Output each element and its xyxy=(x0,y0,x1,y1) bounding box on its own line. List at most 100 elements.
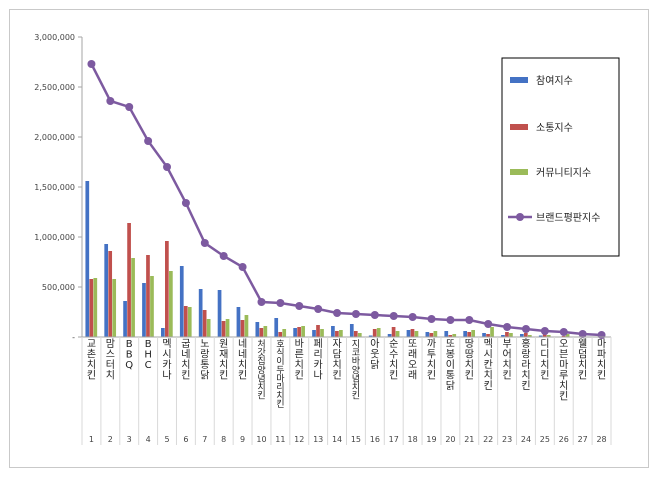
bar-1 xyxy=(312,330,316,337)
bar-2 xyxy=(183,306,188,337)
bar-2 xyxy=(505,332,509,337)
x-index-label: 23 xyxy=(502,435,512,444)
x-index-label: 17 xyxy=(389,435,399,444)
line-point xyxy=(578,330,587,338)
x-index-label: 7 xyxy=(202,435,207,444)
x-index-label: 16 xyxy=(370,435,380,444)
line-point xyxy=(559,328,568,336)
bar-3 xyxy=(433,331,438,337)
bar-2 xyxy=(448,335,453,337)
line-point xyxy=(427,315,436,323)
line-path xyxy=(90,63,602,337)
bar-2 xyxy=(372,329,377,337)
bar-2 xyxy=(410,329,415,337)
bar-1 xyxy=(519,334,524,337)
bar-3 xyxy=(527,335,532,337)
bar-2 xyxy=(108,251,113,337)
x-index-label: 21 xyxy=(464,435,474,444)
bar-2 xyxy=(146,255,150,337)
y-tick-label: - xyxy=(72,333,75,342)
bar-2 xyxy=(542,334,547,337)
bar-3 xyxy=(150,276,154,337)
x-index-label: 13 xyxy=(313,435,323,444)
bar-1 xyxy=(349,324,354,337)
bar-2 xyxy=(202,310,207,337)
y-tick-label: 1,500,000 xyxy=(34,183,75,192)
x-index-label: 19 xyxy=(426,435,436,444)
legend-swatch xyxy=(510,77,528,83)
bar-series-group xyxy=(85,181,608,337)
bar-1 xyxy=(331,326,335,337)
bar-3 xyxy=(471,330,476,337)
line-point xyxy=(503,323,512,331)
x-index-label: 15 xyxy=(351,435,361,444)
line-point xyxy=(333,309,342,317)
bar-2 xyxy=(486,334,490,337)
bar-1 xyxy=(501,335,505,337)
bar-3 xyxy=(490,327,494,337)
bar-3 xyxy=(414,331,419,337)
bar-1 xyxy=(198,289,203,337)
bar-1 xyxy=(217,290,222,337)
legend-marker xyxy=(516,213,524,221)
bar-3 xyxy=(93,278,98,337)
y-tick-label: 500,000 xyxy=(42,283,75,292)
bar-3 xyxy=(225,319,230,337)
x-index-label: 2 xyxy=(108,435,113,444)
x-index-label: 5 xyxy=(164,435,169,444)
bar-3 xyxy=(546,335,551,337)
bar-3 xyxy=(131,258,135,337)
x-index-label: 28 xyxy=(596,435,606,444)
x-index-label: 8 xyxy=(221,435,226,444)
legend-label: 참여지수 xyxy=(536,75,573,87)
x-index-label: 11 xyxy=(275,435,285,444)
legend-box xyxy=(501,57,620,257)
x-index-label: 22 xyxy=(483,435,493,444)
line-point xyxy=(484,320,493,328)
bar-1 xyxy=(406,330,411,337)
bar-2 xyxy=(297,327,301,337)
x-index-label: 10 xyxy=(256,435,266,444)
x-index-label: 1 xyxy=(89,435,94,444)
bar-3 xyxy=(206,319,211,337)
x-index-label: 4 xyxy=(146,435,151,444)
line-point xyxy=(257,298,266,306)
bar-1 xyxy=(368,335,373,337)
bar-2 xyxy=(316,325,320,337)
bar-2 xyxy=(221,321,226,337)
y-tick-label: 1,000,000 xyxy=(34,233,75,242)
bar-1 xyxy=(123,301,127,337)
x-index-label: 24 xyxy=(521,435,531,444)
bar-2 xyxy=(240,320,245,337)
line-point xyxy=(200,239,209,247)
x-axis: 교 촌 치 킨 1 맘 스 터 치 2 B B Q 3 B H C 4 멕 시 카 나 5 굽 네 치 킨 6 노 랑 통 닭 7 원 재 치 킨 8 네 네… xyxy=(81,336,612,445)
bar-3 xyxy=(357,333,362,337)
line-point xyxy=(295,302,304,310)
y-tick-label: 3,000,000 xyxy=(34,33,75,42)
bar-3 xyxy=(320,329,324,337)
legend-label: 소통지수 xyxy=(536,122,573,134)
bar-2 xyxy=(335,331,339,337)
line-point xyxy=(521,325,530,333)
x-index-label: 27 xyxy=(578,435,588,444)
line-point xyxy=(351,310,360,318)
bar-2 xyxy=(259,328,264,337)
legend-label: 브랜드평판지수 xyxy=(536,212,600,224)
bar-1 xyxy=(482,333,486,337)
bar-3 xyxy=(263,326,268,337)
x-index-label: 14 xyxy=(332,435,342,444)
